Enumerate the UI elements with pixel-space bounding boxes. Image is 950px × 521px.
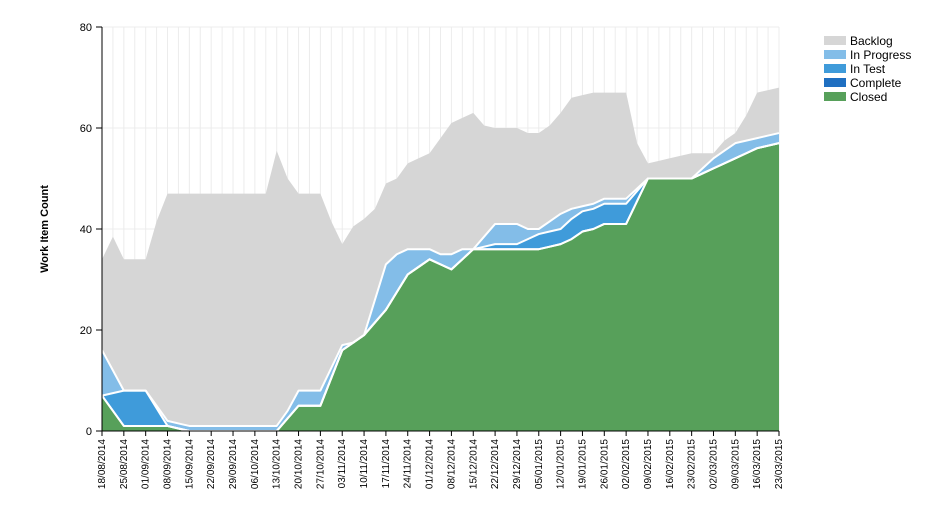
x-tick-label: 13/10/2014: [272, 439, 283, 489]
x-tick-label: 20/10/2014: [294, 439, 305, 489]
y-tick-label: 20: [80, 325, 92, 337]
legend-swatch-complete: [824, 78, 846, 87]
x-tick-label: 25/08/2014: [119, 439, 130, 489]
area-in-test: [102, 143, 779, 431]
x-tick-label: 08/09/2014: [163, 439, 174, 489]
x-tick-label: 12/01/2015: [556, 439, 567, 489]
legend-label-backlog: Backlog: [850, 34, 893, 48]
x-tick-label: 23/03/2015: [774, 439, 785, 489]
legend-label-in-progress: In Progress: [850, 48, 911, 62]
x-tick-label: 19/01/2015: [577, 439, 588, 489]
x-tick-label: 15/12/2014: [468, 439, 479, 489]
area-in-progress: [102, 133, 779, 432]
x-tick-label: 22/09/2014: [206, 439, 217, 489]
plot-areas: [101, 87, 780, 432]
legend-swatch-in-progress: [824, 50, 846, 59]
x-tick-label: 27/10/2014: [315, 439, 326, 489]
area-backlog: [102, 87, 779, 426]
legend-swatch-closed: [824, 92, 846, 101]
y-tick-label: 40: [80, 224, 92, 236]
x-tick-label: 10/11/2014: [359, 439, 370, 489]
x-tick-label: 05/01/2015: [534, 439, 545, 489]
x-tick-label: 06/10/2014: [250, 439, 261, 489]
x-tick-label: 15/09/2014: [184, 439, 195, 489]
x-tick-label: 09/02/2015: [643, 439, 654, 489]
y-tick-label: 0: [86, 426, 92, 438]
area-closed: [102, 143, 779, 431]
boundary-in-progress: [101, 132, 780, 427]
x-tick-label: 24/11/2014: [403, 439, 414, 489]
legend-label-in-test: In Test: [850, 62, 886, 76]
x-tick-label: 17/11/2014: [381, 439, 392, 489]
x-tick-label: 16/02/2015: [665, 439, 676, 489]
legend-label-complete: Complete: [850, 76, 902, 90]
x-tick-label: 18/08/2014: [97, 439, 108, 489]
x-tick-label: 26/01/2015: [599, 439, 610, 489]
x-tick-label: 08/12/2014: [446, 439, 457, 489]
legend-swatch-backlog: [824, 36, 846, 45]
x-tick-label: 01/12/2014: [425, 439, 436, 489]
legend-swatch-in-test: [824, 64, 846, 73]
y-tick-label: 60: [80, 123, 92, 135]
y-tick-label: 80: [80, 22, 92, 34]
x-tick-label: 29/09/2014: [228, 439, 239, 489]
x-tick-label: 22/12/2014: [490, 439, 501, 489]
x-tick-label: 23/02/2015: [687, 439, 698, 489]
x-tick-label: 16/03/2015: [752, 439, 763, 489]
x-tick-label: 29/12/2014: [512, 439, 523, 489]
x-tick-label: 01/09/2014: [141, 439, 152, 489]
y-axis-title: Work Item Count: [39, 185, 51, 273]
axes: 0 20 40 60 80 18/08/2014 25/08/2014 01/09/2014 0…: [80, 22, 785, 489]
legend-label-closed: Closed: [850, 90, 887, 104]
x-tick-label: 09/03/2015: [730, 439, 741, 489]
x-tick-label: 03/11/2014: [337, 439, 348, 489]
x-tick-label: 02/02/2015: [621, 439, 632, 489]
x-tick-label: 02/03/2015: [708, 439, 719, 489]
